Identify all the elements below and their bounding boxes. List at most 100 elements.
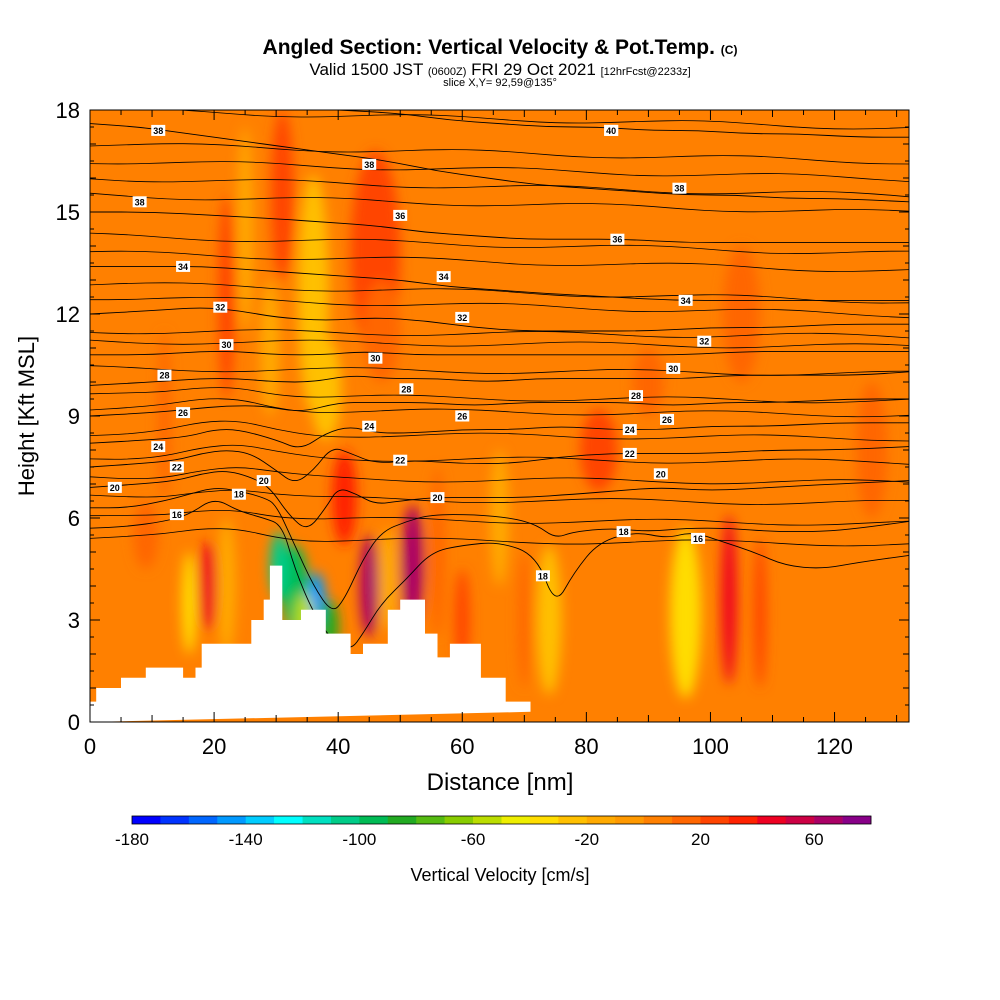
y-tick-label: 3 bbox=[68, 608, 80, 633]
colorbar-swatch bbox=[643, 816, 673, 824]
isentrope-minor-7 bbox=[90, 387, 909, 404]
velocity-field: 3838383838363634343432323230303028282826… bbox=[90, 110, 909, 722]
y-tick-label: 9 bbox=[68, 404, 80, 429]
colorbar-swatch bbox=[302, 816, 332, 824]
x-tick-label: 40 bbox=[326, 734, 350, 759]
isentrope-minor-15 bbox=[90, 192, 909, 213]
x-tick-label: 60 bbox=[450, 734, 474, 759]
contour-label-25: 22 bbox=[169, 461, 184, 473]
y-tick-label: 15 bbox=[56, 200, 80, 225]
contour-label-34: 18 bbox=[535, 570, 550, 582]
velocity-cell-21 bbox=[670, 528, 702, 699]
chart-subtitle: Valid 1500 JST (0600Z) FRI 29 Oct 2021 [… bbox=[309, 60, 691, 79]
velocity-cell-10 bbox=[401, 504, 424, 627]
contour-label-35: 16 bbox=[169, 509, 184, 521]
isentrope-minor-1 bbox=[90, 510, 909, 526]
velocity-cell-1 bbox=[181, 552, 197, 654]
svg-text:20: 20 bbox=[656, 469, 666, 479]
svg-text:34: 34 bbox=[178, 262, 188, 272]
contour-label-29: 20 bbox=[256, 475, 271, 487]
contour-label-3: 38 bbox=[672, 182, 687, 194]
contour-label-21: 26 bbox=[660, 413, 675, 425]
contour-label-4: 38 bbox=[132, 196, 147, 208]
colorbar-swatch bbox=[473, 816, 502, 824]
isentrope-minor-5 bbox=[90, 420, 909, 442]
x-tick-label: 0 bbox=[84, 734, 96, 759]
isentrope-24 bbox=[90, 422, 909, 448]
colorbar-tick-label: -20 bbox=[574, 830, 599, 849]
svg-text:38: 38 bbox=[364, 160, 374, 170]
colorbar-swatch bbox=[188, 816, 218, 824]
contour-label-15: 30 bbox=[666, 362, 681, 374]
svg-text:18: 18 bbox=[619, 527, 629, 537]
contour-label-24: 24 bbox=[622, 424, 637, 436]
colorbar-tick-label: -180 bbox=[115, 830, 149, 849]
isentrope-34 bbox=[90, 265, 909, 301]
contour-label-17: 28 bbox=[399, 383, 414, 395]
velocity-cell-33 bbox=[518, 552, 531, 688]
colorbar-swatch bbox=[274, 816, 303, 824]
svg-text:34: 34 bbox=[681, 296, 691, 306]
contour-label-20: 26 bbox=[455, 410, 470, 422]
svg-text:36: 36 bbox=[395, 211, 405, 221]
colorbar-tick-label: -100 bbox=[342, 830, 376, 849]
colorbar-swatch bbox=[842, 816, 872, 824]
svg-text:34: 34 bbox=[439, 272, 449, 282]
contour-label-13: 30 bbox=[219, 339, 234, 351]
svg-text:30: 30 bbox=[668, 364, 678, 374]
svg-text:16: 16 bbox=[693, 534, 703, 544]
isentrope-minor-2 bbox=[90, 489, 909, 505]
svg-text:32: 32 bbox=[699, 337, 709, 347]
contour-label-16: 28 bbox=[157, 369, 172, 381]
contour-label-30: 20 bbox=[430, 492, 445, 504]
y-tick-label: 0 bbox=[68, 710, 80, 735]
contour-label-23: 24 bbox=[362, 420, 377, 432]
contour-label-0: 38 bbox=[151, 124, 166, 136]
svg-text:18: 18 bbox=[234, 490, 244, 500]
colorbar-swatch bbox=[814, 816, 843, 824]
isentrope-16 bbox=[90, 500, 909, 648]
colorbar-swatch bbox=[672, 816, 701, 824]
svg-text:18: 18 bbox=[538, 571, 548, 581]
isentrope-minor-17 bbox=[90, 161, 909, 182]
colorbar-swatch bbox=[387, 816, 417, 824]
isentrope-26 bbox=[90, 398, 909, 417]
velocity-cell-8 bbox=[331, 450, 357, 546]
svg-text:28: 28 bbox=[401, 384, 411, 394]
contour-label-10: 32 bbox=[213, 301, 228, 313]
velocity-cell-17 bbox=[237, 127, 253, 331]
velocity-cell-15 bbox=[310, 337, 342, 440]
svg-text:24: 24 bbox=[625, 425, 635, 435]
svg-text:28: 28 bbox=[631, 391, 641, 401]
colorbar-swatch bbox=[217, 816, 246, 824]
velocity-cell-31 bbox=[856, 382, 888, 518]
colorbar-swatch bbox=[501, 816, 531, 824]
velocity-cell-9 bbox=[359, 535, 379, 637]
svg-text:22: 22 bbox=[625, 449, 635, 459]
colorbar-swatch bbox=[245, 816, 275, 824]
isentrope-minor-3 bbox=[90, 467, 909, 485]
contour-label-26: 22 bbox=[393, 454, 408, 466]
contour-label-6: 36 bbox=[610, 233, 625, 245]
svg-text:26: 26 bbox=[457, 412, 467, 422]
colorbar-swatch bbox=[359, 816, 389, 824]
contour-label-27: 22 bbox=[622, 447, 637, 459]
velocity-cell-16 bbox=[271, 110, 294, 280]
isentrope-minor-18 bbox=[90, 143, 909, 165]
colorbar-label: Vertical Velocity [cm/s] bbox=[410, 865, 589, 885]
isentrope-minor-13 bbox=[90, 250, 909, 272]
contour-label-22: 24 bbox=[151, 441, 166, 453]
isentrope-40 bbox=[338, 110, 909, 138]
terrain bbox=[90, 565, 531, 722]
svg-text:38: 38 bbox=[135, 197, 145, 207]
contour-label-11: 32 bbox=[455, 311, 470, 323]
colorbar-swatch bbox=[728, 816, 758, 824]
y-tick-label: 18 bbox=[56, 98, 80, 123]
contour-label-5: 36 bbox=[393, 209, 408, 221]
isentrope-minor-16 bbox=[90, 178, 909, 198]
svg-text:26: 26 bbox=[662, 415, 672, 425]
contour-label-32: 18 bbox=[231, 488, 246, 500]
colorbar-swatch bbox=[132, 816, 161, 824]
contour-label-12: 32 bbox=[697, 335, 712, 347]
